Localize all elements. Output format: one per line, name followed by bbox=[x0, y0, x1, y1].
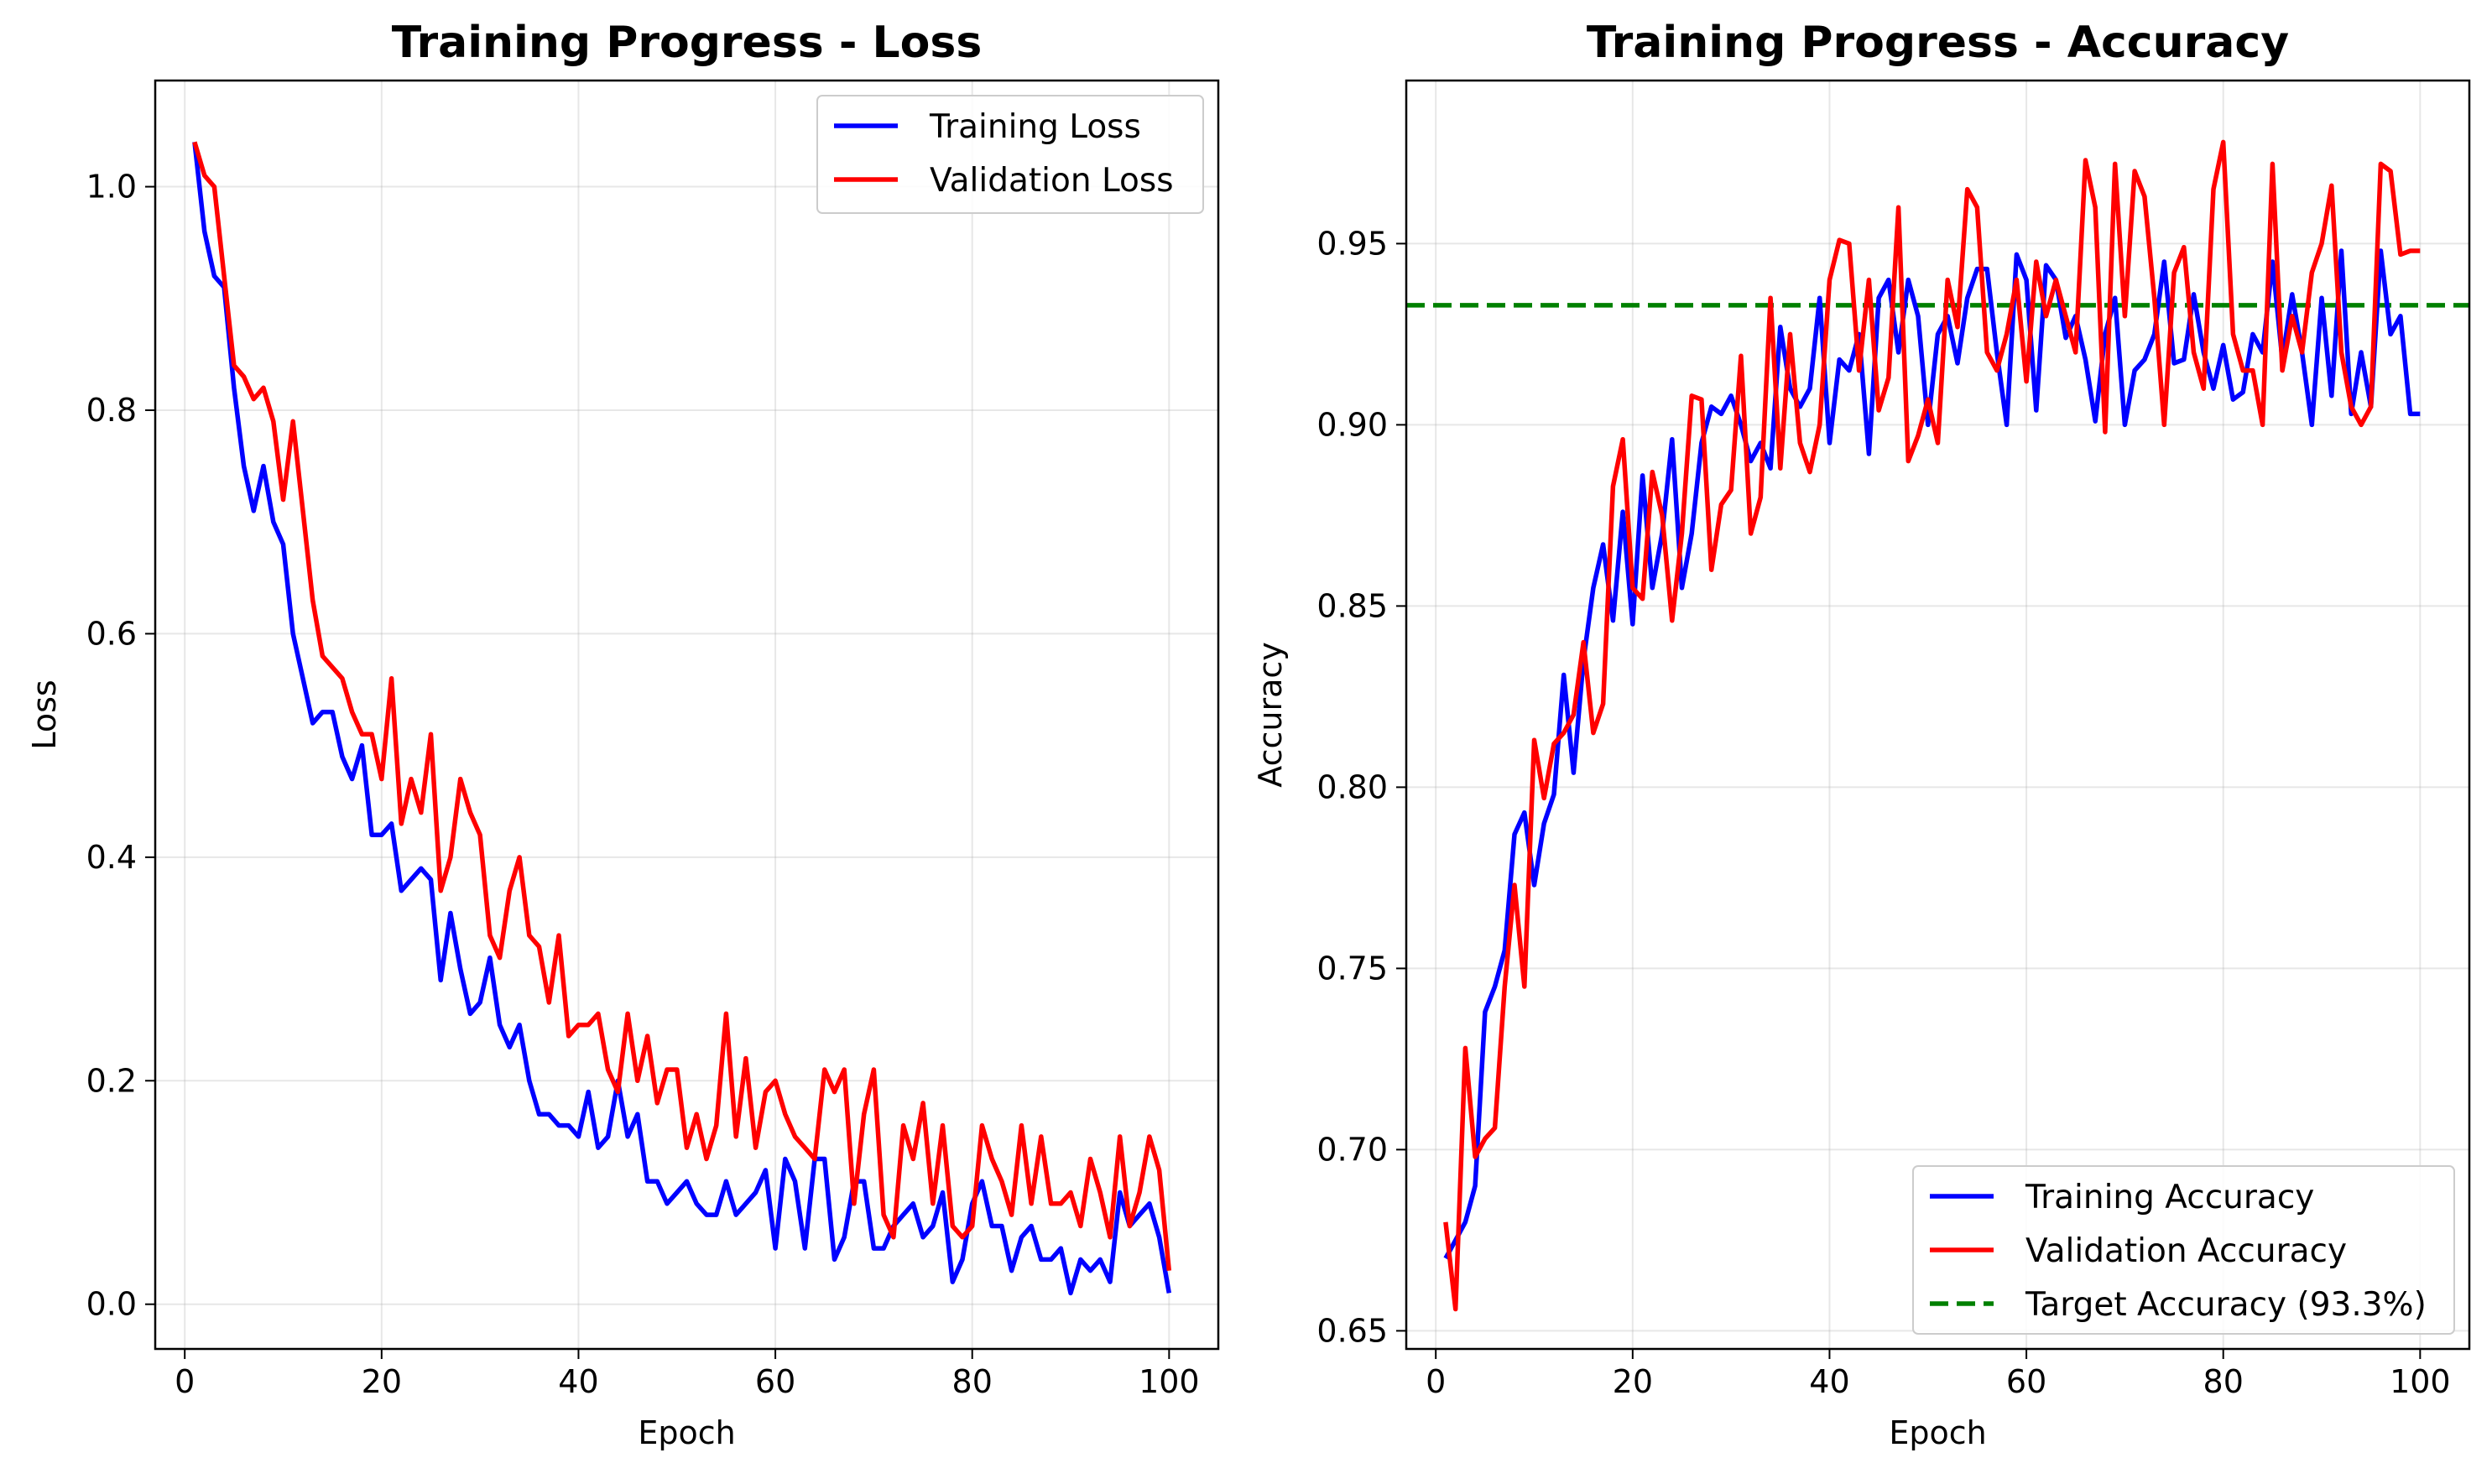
x-tick-label: 80 bbox=[2203, 1363, 2244, 1400]
y-tick-label: 0.4 bbox=[86, 839, 137, 876]
legend-box bbox=[816, 95, 1204, 214]
x-tick-label: 20 bbox=[1613, 1363, 1653, 1400]
legend-label: Validation Accuracy bbox=[2025, 1232, 2347, 1270]
chart-title: Training Progress - Accuracy bbox=[1587, 18, 2289, 68]
y-tick-label: 0.85 bbox=[1316, 587, 1388, 624]
y-tick-label: 0.2 bbox=[86, 1062, 137, 1099]
x-tick-label: 40 bbox=[1809, 1363, 1849, 1400]
y-tick-label: 1.0 bbox=[86, 169, 137, 206]
y-axis-label: Accuracy bbox=[1252, 642, 1289, 788]
y-tick-label: 0.95 bbox=[1316, 225, 1388, 262]
x-axis-label: Epoch bbox=[1889, 1414, 1986, 1451]
series-line-validation-loss bbox=[192, 141, 1172, 1271]
legend: Training Accuracy Validation Accuracy Targ… bbox=[1912, 1165, 2455, 1335]
x-tick-label: 0 bbox=[175, 1363, 195, 1400]
y-tick-label: 0.8 bbox=[86, 392, 137, 429]
y-tick-label: 0.80 bbox=[1316, 768, 1388, 805]
legend-label: Target Accuracy (93.3%) bbox=[2025, 1286, 2427, 1324]
plot-frame bbox=[154, 79, 1220, 1351]
series-line-training-loss bbox=[192, 141, 1172, 1296]
y-axis-label: Loss bbox=[26, 680, 63, 749]
legend-box bbox=[1912, 1165, 2455, 1335]
series-line-validation-accuracy bbox=[1443, 139, 2421, 1312]
y-tick-label: 0.65 bbox=[1316, 1312, 1388, 1349]
legend-label: Training Loss bbox=[929, 108, 1141, 146]
legend: Training Loss Validation Loss bbox=[816, 95, 1204, 214]
x-tick-label: 60 bbox=[755, 1363, 795, 1400]
x-tick-label: 100 bbox=[2390, 1363, 2451, 1400]
y-tick-label: 0.70 bbox=[1316, 1131, 1388, 1168]
x-tick-label: 0 bbox=[1426, 1363, 1446, 1400]
x-tick-label: 100 bbox=[1139, 1363, 1200, 1400]
y-tick-label: 0.0 bbox=[86, 1286, 137, 1323]
loss-chart: 0 20 40 60 80 100 0.0 0.2 0.4 0.6 0.8 1.0 Training P… bbox=[26, 18, 1220, 1451]
x-tick-label: 20 bbox=[362, 1363, 402, 1400]
accuracy-chart: 0 20 40 60 80 100 0.65 0.70 0.75 0.80 0.85 0.90 0.95… bbox=[1252, 18, 2471, 1451]
x-tick-label: 60 bbox=[2006, 1363, 2046, 1400]
legend-label: Validation Loss bbox=[930, 162, 1174, 200]
x-tick-label: 40 bbox=[558, 1363, 598, 1400]
plot-frame bbox=[1405, 79, 2471, 1351]
y-tick-label: 0.90 bbox=[1316, 406, 1388, 443]
y-tick-label: 0.75 bbox=[1316, 950, 1388, 987]
y-tick-label: 0.6 bbox=[86, 615, 137, 652]
x-axis-label: Epoch bbox=[638, 1414, 735, 1451]
chart-title: Training Progress - Loss bbox=[392, 18, 983, 68]
x-tick-label: 80 bbox=[952, 1363, 993, 1400]
legend-label: Training Accuracy bbox=[2025, 1179, 2314, 1216]
